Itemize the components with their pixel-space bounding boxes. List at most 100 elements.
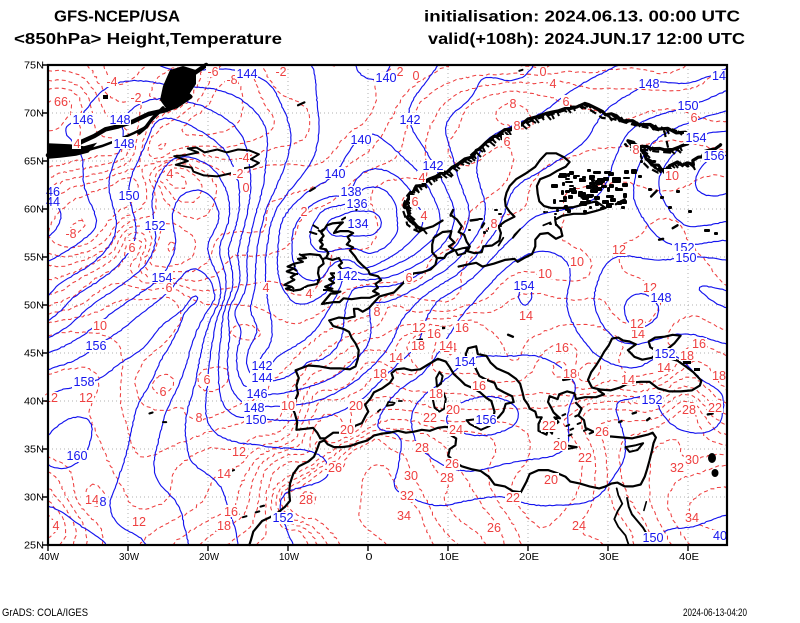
svg-text:40W: 40W <box>39 551 59 563</box>
svg-text:22: 22 <box>542 419 556 433</box>
svg-text:2: 2 <box>301 205 308 219</box>
svg-text:28: 28 <box>440 471 454 485</box>
svg-text:35N: 35N <box>24 444 44 456</box>
svg-text:-2: -2 <box>393 65 404 79</box>
svg-text:8: 8 <box>633 143 640 157</box>
svg-text:30: 30 <box>404 469 418 483</box>
svg-text:40N: 40N <box>24 396 44 408</box>
svg-text:20: 20 <box>340 423 354 437</box>
svg-text:10E: 10E <box>439 551 459 563</box>
svg-text:20W: 20W <box>199 551 219 563</box>
svg-text:4: 4 <box>263 281 270 295</box>
svg-text:142: 142 <box>337 269 358 283</box>
svg-text:14: 14 <box>217 467 231 481</box>
svg-text:156: 156 <box>86 339 107 353</box>
svg-text:152: 152 <box>655 347 676 361</box>
svg-text:148: 148 <box>114 137 135 151</box>
svg-text:154: 154 <box>686 131 707 145</box>
svg-text:-2: -2 <box>233 167 244 181</box>
svg-text:6: 6 <box>691 111 698 125</box>
svg-text:34: 34 <box>397 509 411 523</box>
svg-text:4: 4 <box>53 519 60 533</box>
svg-text:14: 14 <box>621 373 635 387</box>
svg-text:150: 150 <box>676 251 697 265</box>
svg-text:152: 152 <box>273 511 294 525</box>
svg-text:26: 26 <box>595 425 609 439</box>
svg-text:4: 4 <box>306 287 313 301</box>
svg-text:6: 6 <box>412 195 419 209</box>
svg-text:30E: 30E <box>599 551 619 563</box>
svg-text:14: 14 <box>631 327 645 341</box>
svg-text:148: 148 <box>110 113 131 127</box>
svg-text:144: 144 <box>252 371 273 385</box>
svg-text:22: 22 <box>578 451 592 465</box>
svg-text:28: 28 <box>299 493 313 507</box>
svg-text:24: 24 <box>572 519 586 533</box>
svg-text:16: 16 <box>555 341 569 355</box>
svg-text:20: 20 <box>349 399 363 413</box>
svg-text:45N: 45N <box>24 348 44 360</box>
svg-text:44: 44 <box>46 195 60 209</box>
svg-text:12: 12 <box>612 243 626 257</box>
svg-text:60N: 60N <box>24 204 44 216</box>
svg-text:10: 10 <box>281 399 295 413</box>
svg-text:30: 30 <box>685 453 699 467</box>
svg-text:GrADS: COLA/IGES: GrADS: COLA/IGES <box>2 607 88 618</box>
svg-text:18: 18 <box>217 519 231 533</box>
svg-text:6: 6 <box>504 135 511 149</box>
svg-text:140: 140 <box>351 133 372 147</box>
svg-text:8: 8 <box>100 495 107 509</box>
svg-text:-4: -4 <box>107 75 118 89</box>
svg-text:154: 154 <box>152 271 173 285</box>
svg-text:144: 144 <box>237 67 258 81</box>
svg-text:154: 154 <box>455 355 476 369</box>
svg-text:46: 46 <box>46 185 60 199</box>
svg-text:10: 10 <box>93 319 107 333</box>
svg-text:50N: 50N <box>24 300 44 312</box>
svg-text:154: 154 <box>514 279 535 293</box>
svg-text:8: 8 <box>196 411 203 425</box>
svg-text:14: 14 <box>389 351 403 365</box>
svg-text:12: 12 <box>412 321 426 335</box>
svg-text:-2: -2 <box>276 65 287 79</box>
svg-text:0: 0 <box>366 551 373 563</box>
svg-text:12: 12 <box>630 317 644 331</box>
svg-text:14: 14 <box>657 361 671 375</box>
svg-text:26: 26 <box>328 461 342 475</box>
svg-text:10: 10 <box>538 267 552 281</box>
svg-text:10W: 10W <box>279 551 299 563</box>
svg-text:25N: 25N <box>24 540 44 552</box>
svg-text:70N: 70N <box>24 108 44 120</box>
svg-text:6: 6 <box>129 241 136 255</box>
svg-text:12: 12 <box>79 391 93 405</box>
svg-text:14: 14 <box>519 309 533 323</box>
svg-text:14: 14 <box>439 339 453 353</box>
svg-text:0: 0 <box>413 69 420 83</box>
svg-text:146: 146 <box>73 113 94 127</box>
svg-text:22: 22 <box>708 401 722 415</box>
svg-text:18: 18 <box>563 367 577 381</box>
svg-text:140: 140 <box>376 71 397 85</box>
svg-text:8: 8 <box>374 305 381 319</box>
svg-text:34: 34 <box>685 511 699 525</box>
svg-text:6: 6 <box>406 271 413 285</box>
svg-text:16: 16 <box>692 337 706 351</box>
svg-text:-4: -4 <box>239 151 250 165</box>
svg-text:22: 22 <box>506 491 520 505</box>
svg-text:20: 20 <box>553 439 567 453</box>
svg-text:20: 20 <box>446 403 460 417</box>
svg-text:4: 4 <box>167 167 174 181</box>
svg-text:4: 4 <box>421 209 428 223</box>
svg-text:18: 18 <box>373 367 387 381</box>
svg-text:140: 140 <box>325 167 346 181</box>
svg-text:18: 18 <box>411 339 425 353</box>
svg-text:160: 160 <box>67 449 88 463</box>
svg-text:-2: -2 <box>131 91 142 105</box>
svg-text:14: 14 <box>85 493 99 507</box>
svg-text:152: 152 <box>642 393 663 407</box>
svg-text:-6: -6 <box>208 65 219 79</box>
svg-text:12: 12 <box>132 515 146 529</box>
svg-text:valid(+108h): 2024.JUN.17 12:0: valid(+108h): 2024.JUN.17 12:00 UTC <box>428 31 746 48</box>
svg-text:156: 156 <box>704 149 725 163</box>
svg-text:150: 150 <box>246 413 267 427</box>
